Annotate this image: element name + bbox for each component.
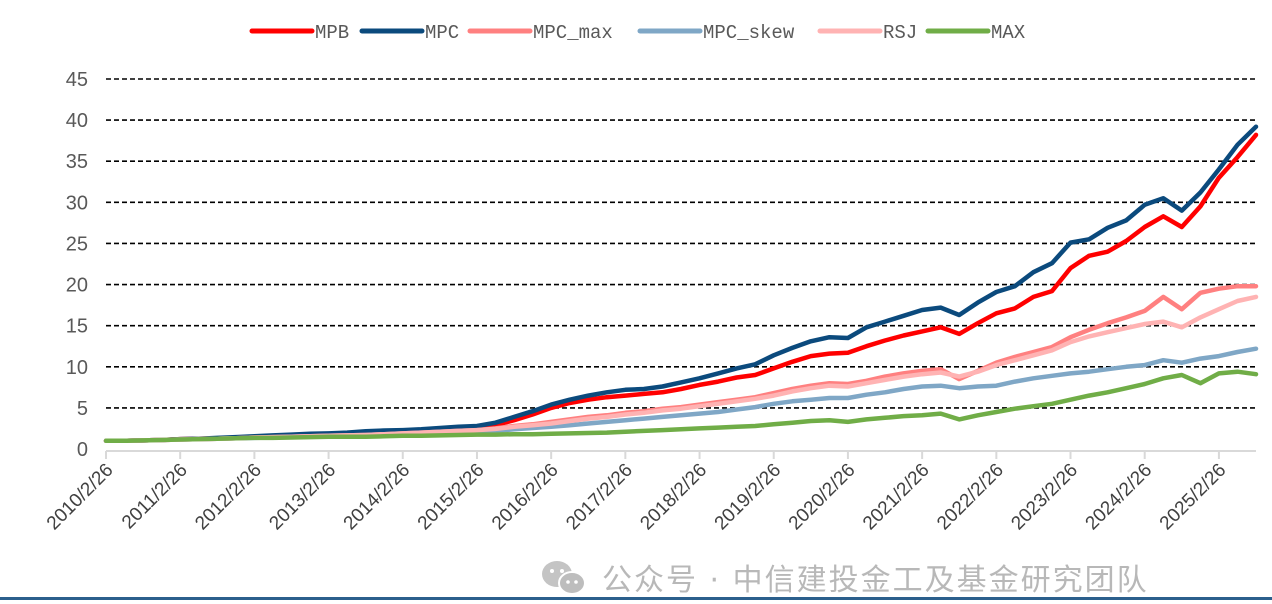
legend-item-mpc-skew: MPC_skew — [637, 22, 795, 44]
legend-item-mpc-max: MPC_max — [467, 22, 613, 44]
legend-item-max: MAX — [925, 22, 1026, 44]
x-tick-label: 2011/2/26 — [118, 460, 192, 534]
wechat-icon — [540, 558, 592, 596]
legend-label: MPB — [315, 22, 349, 44]
x-tick-label: 2020/2/26 — [785, 460, 860, 535]
series-line-rsj — [103, 294, 1259, 444]
series-lines — [103, 124, 1259, 444]
x-tick-label: 2010/2/26 — [43, 460, 118, 535]
series-line-max — [103, 369, 1259, 444]
y-tick-label: 20 — [66, 275, 88, 297]
legend-label: MAX — [991, 22, 1026, 44]
y-tick-label: 30 — [66, 192, 88, 214]
x-tick-label: 2021/2/26 — [859, 460, 934, 535]
x-tick-label: 2017/2/26 — [562, 460, 637, 535]
y-tick-label: 10 — [66, 357, 88, 379]
legend-label: RSJ — [883, 22, 917, 44]
legend-item-mpb: MPB — [249, 22, 349, 44]
y-tick-label: 0 — [77, 439, 88, 461]
x-tick-label: 2024/2/26 — [1082, 460, 1157, 535]
legend-label: MPC — [425, 22, 459, 44]
legend-item-rsj: RSJ — [817, 22, 917, 44]
x-tick-label: 2015/2/26 — [414, 460, 489, 535]
legend-label: MPC_skew — [703, 22, 795, 44]
y-tick-label: 15 — [66, 316, 88, 338]
y-tick-label: 45 — [66, 69, 88, 91]
x-tick-label: 2012/2/26 — [191, 460, 266, 535]
legend: MPB MPC MPC_max MPC_skew RSJ MAX — [249, 22, 1026, 44]
x-tick-label: 2019/2/26 — [711, 460, 786, 535]
x-tick-label: 2023/2/26 — [1007, 460, 1082, 535]
y-tick-label: 40 — [66, 110, 88, 132]
x-tick-label: 2013/2/26 — [265, 460, 340, 535]
x-tick-label: 2014/2/26 — [340, 460, 415, 535]
legend-item-mpc: MPC — [359, 22, 459, 44]
x-tick-label: 2016/2/26 — [488, 460, 563, 535]
x-axis: 2010/2/26 2011/2/26 2012/2/26 2013/2/26 2014… — [43, 450, 1256, 535]
y-tick-label: 25 — [66, 233, 88, 255]
gridlines — [106, 78, 1256, 409]
y-axis: 0 5 10 15 20 25 30 35 40 45 — [66, 69, 88, 461]
series-line-mpc — [103, 124, 1259, 444]
watermark-text: 公众号 · 中信建投金工及基金研究团队 — [602, 563, 1149, 598]
series-line-mpc-max — [103, 283, 1259, 444]
x-tick-label: 2025/2/26 — [1156, 460, 1231, 535]
watermark: 公众号 · 中信建投金工及基金研究团队 — [540, 558, 1149, 598]
bottom-divider — [0, 597, 1272, 600]
y-tick-label: 5 — [77, 398, 88, 420]
y-tick-label: 35 — [66, 151, 88, 173]
legend-label: MPC_max — [533, 22, 613, 44]
x-tick-label: 2018/2/26 — [636, 460, 711, 535]
x-tick-label: 2022/2/26 — [933, 460, 1008, 535]
